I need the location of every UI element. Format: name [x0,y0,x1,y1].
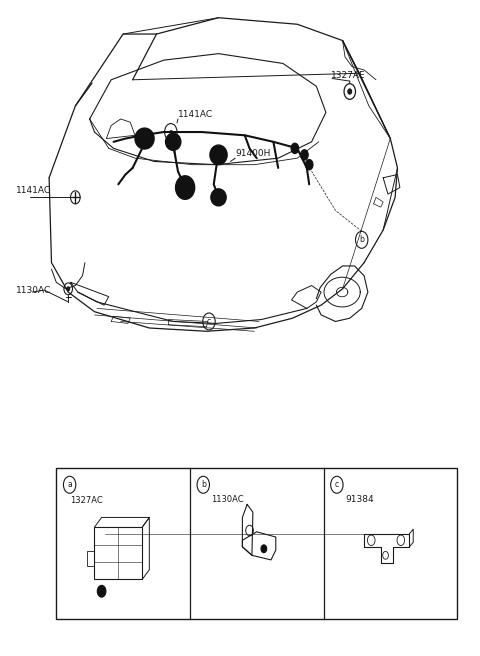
Text: b: b [201,480,206,489]
Ellipse shape [166,133,181,150]
Text: 91400H: 91400H [235,149,271,158]
Circle shape [300,150,308,160]
Bar [56,468,457,619]
Text: a: a [67,480,72,489]
Text: 91384: 91384 [345,495,373,504]
Circle shape [97,585,106,597]
Text: 1141AC: 1141AC [16,186,51,195]
Circle shape [67,287,70,291]
Circle shape [305,159,313,170]
Ellipse shape [210,145,227,165]
Text: b: b [359,236,364,244]
Text: a: a [168,127,173,136]
Text: c: c [207,317,211,326]
Bar [87,551,95,566]
Text: 1141AC: 1141AC [178,110,213,119]
Ellipse shape [135,128,154,149]
Bar [95,527,142,579]
Ellipse shape [211,189,226,206]
Ellipse shape [176,176,195,199]
Text: 1327AE: 1327AE [331,71,365,80]
Circle shape [261,545,267,553]
Text: 1130AC: 1130AC [16,285,51,295]
Circle shape [348,89,352,94]
Text: 1130AC: 1130AC [211,495,244,504]
Text: c: c [335,480,339,489]
Circle shape [291,143,299,154]
Text: 1327AC: 1327AC [70,496,102,505]
